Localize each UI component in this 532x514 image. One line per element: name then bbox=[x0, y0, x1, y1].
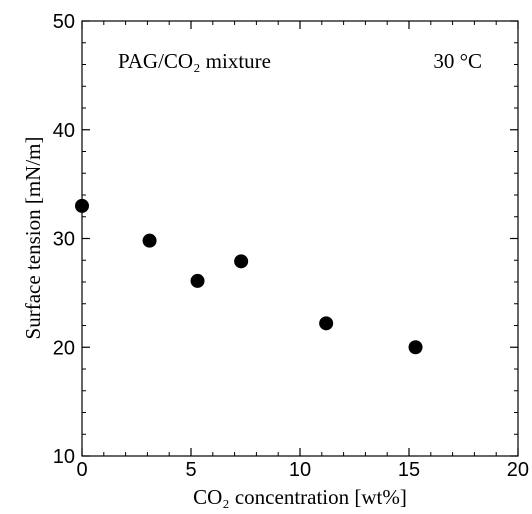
y-tick-label: 20 bbox=[53, 337, 75, 359]
data-point bbox=[142, 233, 157, 248]
data-point bbox=[234, 254, 249, 269]
x-tick-label: 10 bbox=[289, 459, 311, 481]
data-point bbox=[319, 316, 334, 331]
mixture-annotation: PAG/CO₂ mixture bbox=[118, 49, 271, 73]
data-point bbox=[190, 273, 205, 288]
y-tick-label: 10 bbox=[53, 446, 75, 468]
y-tick-label: 50 bbox=[53, 11, 75, 33]
data-point bbox=[75, 198, 89, 213]
x-tick-label: 0 bbox=[76, 459, 87, 481]
y-axis-title: Surface tension [mN/m] bbox=[21, 137, 45, 340]
y-axis-ticks: 10 20 30 40 50 bbox=[53, 11, 518, 468]
y-tick-label: 30 bbox=[53, 229, 75, 251]
x-tick-label: 20 bbox=[507, 459, 529, 481]
x-axis-ticks: 0 5 10 15 20 bbox=[76, 21, 529, 481]
x-axis-title: CO₂ concentration [wt%] bbox=[193, 485, 407, 509]
data-point bbox=[408, 340, 423, 355]
y-tick-label: 40 bbox=[53, 120, 75, 142]
data-points bbox=[75, 198, 423, 355]
x-tick-label: 15 bbox=[398, 459, 420, 481]
x-tick-label: 5 bbox=[185, 459, 196, 481]
temperature-annotation: 30 °C bbox=[433, 49, 482, 73]
